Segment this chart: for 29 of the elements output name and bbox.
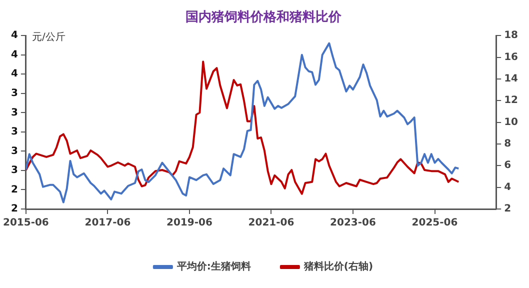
y2-tick-label: 12 bbox=[504, 95, 518, 106]
x-tick-label: 2019-06 bbox=[166, 218, 212, 229]
y-tick-label: 3 bbox=[10, 107, 18, 118]
x-tick-label: 2023-06 bbox=[330, 218, 376, 229]
y2-tick-label: 8 bbox=[504, 138, 512, 150]
y-tick-label: 2 bbox=[10, 204, 18, 215]
y2-tick-label: 2 bbox=[504, 204, 512, 215]
y-tick-label: 3 bbox=[10, 88, 18, 99]
chart-title: 国内猪饲料价格和猪料比价 bbox=[186, 9, 342, 26]
x-tick-label: 2025-06 bbox=[412, 218, 458, 229]
legend-label: 猪料比价(右轴) bbox=[302, 260, 374, 273]
y2-tick-label: 18 bbox=[504, 30, 518, 42]
y2-tick-label: 16 bbox=[504, 52, 518, 63]
y2-tick-label: 14 bbox=[504, 74, 518, 85]
legend-label: 平均价:生猪饲料 bbox=[176, 260, 251, 273]
y-axis-title: 元/公斤 bbox=[32, 31, 66, 44]
x-tick-label: 2017-06 bbox=[84, 218, 131, 229]
y-tick-label: 3 bbox=[10, 146, 18, 157]
x-tick-label: 2021-06 bbox=[248, 218, 294, 229]
y-tick-label: 4 bbox=[10, 68, 18, 80]
y2-tick-label: 6 bbox=[504, 160, 512, 172]
y-tick-label: 4 bbox=[10, 30, 18, 42]
y2-tick-label: 10 bbox=[504, 116, 518, 128]
y-tick-label: 3 bbox=[10, 126, 18, 138]
y-tick-label: 4 bbox=[10, 49, 18, 60]
y-tick-label: 2 bbox=[10, 184, 18, 196]
x-tick-label: 2015-06 bbox=[2, 218, 49, 229]
y2-tick-label: 4 bbox=[504, 182, 512, 193]
y-tick-label: 3 bbox=[10, 165, 18, 176]
